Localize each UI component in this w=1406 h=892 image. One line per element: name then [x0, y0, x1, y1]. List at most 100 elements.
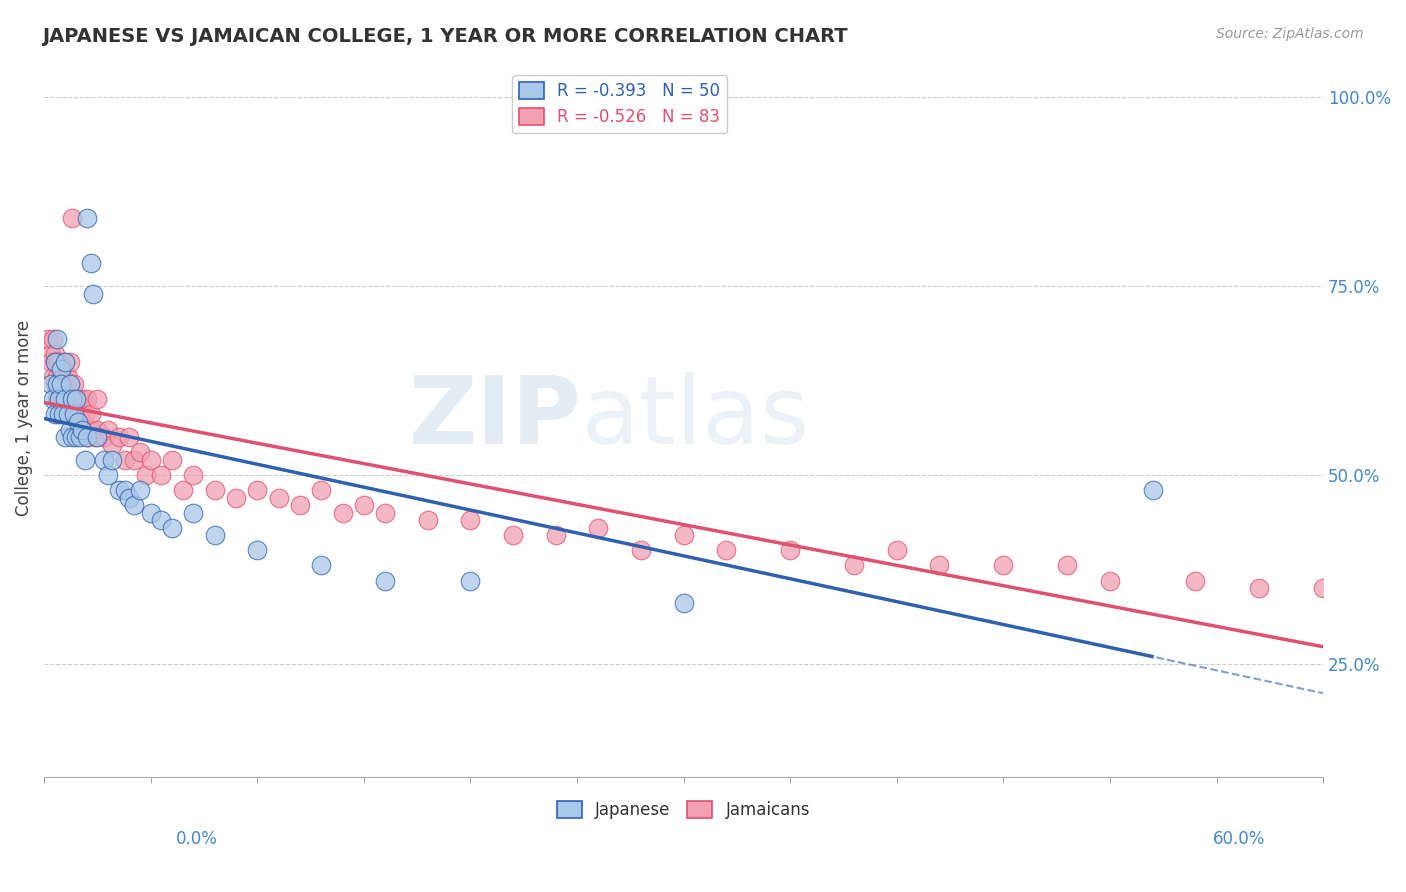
- Point: [76, 430, 98, 444]
- Point: [45, 369, 67, 384]
- Point: [82, 286, 104, 301]
- Point: [844, 558, 866, 573]
- Point: [309, 483, 332, 497]
- Point: [160, 521, 183, 535]
- Point: [183, 506, 205, 520]
- Point: [55, 430, 77, 444]
- Point: [60, 211, 83, 226]
- Point: [118, 491, 141, 505]
- Point: [204, 483, 226, 497]
- Text: ZIP: ZIP: [408, 372, 581, 464]
- Text: 0.0%: 0.0%: [176, 830, 218, 847]
- Point: [1098, 574, 1121, 588]
- Point: [114, 483, 136, 497]
- Point: [139, 452, 162, 467]
- Point: [353, 498, 375, 512]
- Point: [52, 369, 75, 384]
- Point: [45, 332, 67, 346]
- Point: [122, 452, 145, 467]
- Point: [80, 256, 103, 270]
- Point: [67, 392, 90, 407]
- Point: [97, 423, 120, 437]
- Text: atlas: atlas: [581, 372, 810, 464]
- Point: [129, 445, 152, 459]
- Point: [72, 423, 94, 437]
- Point: [55, 392, 77, 407]
- Point: [332, 506, 354, 520]
- Point: [172, 483, 194, 497]
- Point: [86, 392, 108, 407]
- Point: [48, 377, 70, 392]
- Point: [886, 543, 908, 558]
- Point: [416, 513, 439, 527]
- Point: [51, 362, 73, 376]
- Point: [1184, 574, 1206, 588]
- Point: [80, 408, 103, 422]
- Point: [65, 392, 87, 407]
- Point: [150, 467, 173, 482]
- Point: [44, 354, 66, 368]
- Point: [65, 430, 87, 444]
- Point: [267, 491, 290, 505]
- Point: [779, 543, 801, 558]
- Point: [129, 483, 152, 497]
- Point: [246, 483, 269, 497]
- Point: [93, 452, 115, 467]
- Point: [204, 528, 226, 542]
- Text: JAPANESE VS JAMAICAN COLLEGE, 1 YEAR OR MORE CORRELATION CHART: JAPANESE VS JAMAICAN COLLEGE, 1 YEAR OR …: [42, 27, 848, 45]
- Point: [86, 423, 108, 437]
- Point: [114, 452, 136, 467]
- Point: [41, 369, 63, 384]
- Point: [139, 506, 162, 520]
- Point: [44, 354, 66, 368]
- Point: [183, 467, 205, 482]
- Point: [52, 392, 75, 407]
- Point: [44, 347, 66, 361]
- Point: [51, 377, 73, 392]
- Point: [41, 392, 63, 407]
- Point: [502, 528, 524, 542]
- Y-axis label: College, 1 year or more: College, 1 year or more: [15, 320, 32, 516]
- Point: [225, 491, 247, 505]
- Point: [101, 437, 124, 451]
- Point: [56, 369, 79, 384]
- Point: [60, 392, 83, 407]
- Point: [135, 467, 157, 482]
- Point: [51, 377, 73, 392]
- Point: [44, 377, 66, 392]
- Point: [86, 430, 108, 444]
- Point: [150, 513, 173, 527]
- Point: [1142, 483, 1164, 497]
- Point: [122, 498, 145, 512]
- Point: [55, 354, 77, 368]
- Point: [374, 574, 396, 588]
- Point: [67, 415, 90, 429]
- Point: [72, 392, 94, 407]
- Point: [39, 354, 62, 368]
- Point: [630, 543, 652, 558]
- Point: [55, 377, 77, 392]
- Point: [107, 483, 129, 497]
- Point: [93, 430, 115, 444]
- Point: [63, 408, 86, 422]
- Point: [56, 408, 79, 422]
- Point: [44, 408, 66, 422]
- Point: [76, 211, 98, 226]
- Point: [45, 354, 67, 368]
- Point: [460, 574, 482, 588]
- Point: [672, 596, 695, 610]
- Text: Source: ZipAtlas.com: Source: ZipAtlas.com: [1216, 27, 1364, 41]
- Point: [1056, 558, 1078, 573]
- Point: [80, 423, 103, 437]
- Point: [56, 392, 79, 407]
- Point: [1249, 581, 1271, 595]
- Point: [101, 452, 124, 467]
- Point: [63, 377, 86, 392]
- Text: 60.0%: 60.0%: [1213, 830, 1265, 847]
- Point: [160, 452, 183, 467]
- Point: [309, 558, 332, 573]
- Point: [288, 498, 311, 512]
- Point: [59, 423, 82, 437]
- Point: [48, 392, 70, 407]
- Legend: Japanese, Jamaicans: Japanese, Jamaicans: [550, 795, 817, 826]
